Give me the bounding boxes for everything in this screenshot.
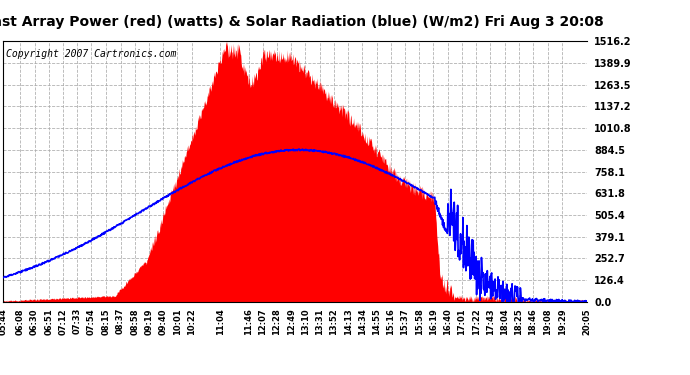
Text: Copyright 2007 Cartronics.com: Copyright 2007 Cartronics.com (6, 49, 177, 59)
Text: East Array Power (red) (watts) & Solar Radiation (blue) (W/m2) Fri Aug 3 20:08: East Array Power (red) (watts) & Solar R… (0, 15, 604, 29)
